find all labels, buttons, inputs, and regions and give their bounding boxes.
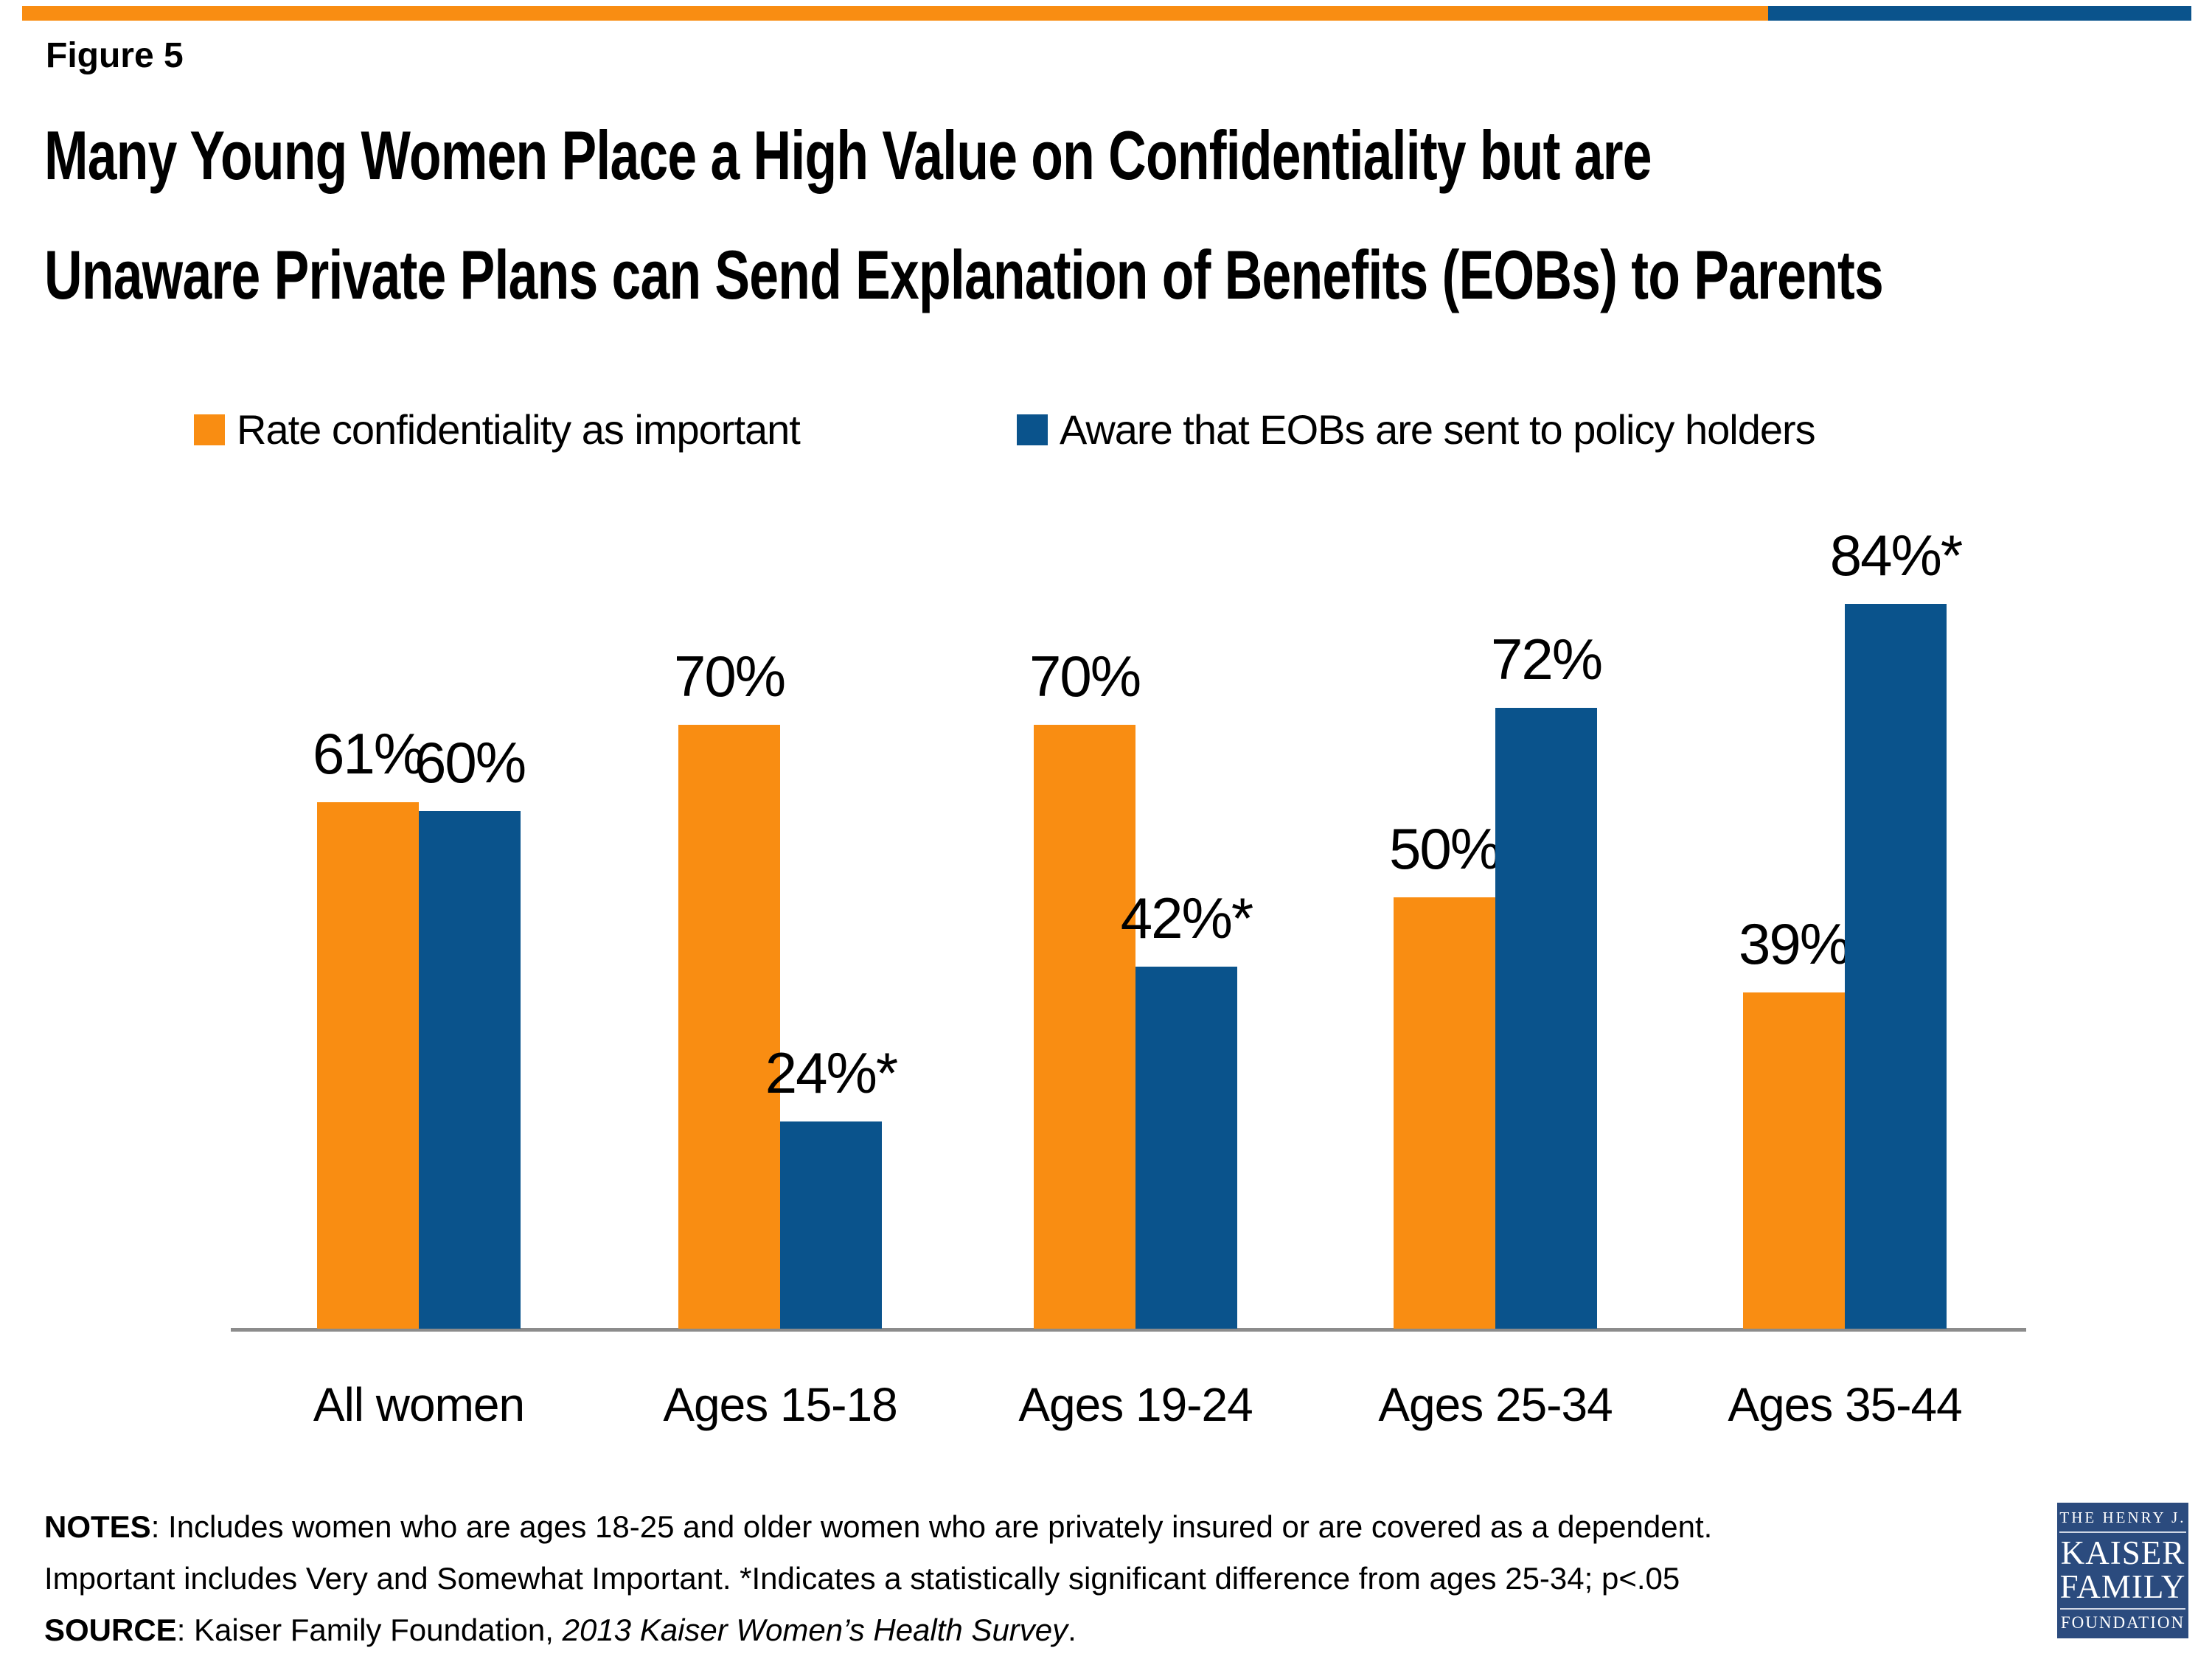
bar-value-label: 50% bbox=[1388, 816, 1501, 881]
x-axis-label-1: All women bbox=[313, 1378, 525, 1431]
top-rule-navy bbox=[1768, 6, 2191, 21]
bar-confidentiality-3: 70% bbox=[1029, 644, 1141, 1329]
bar-value-label: 84%* bbox=[1829, 523, 1963, 588]
bar-group-ages-25-34: 50% 72% Ages 25-34 bbox=[1378, 516, 1613, 1431]
legend-item-eob-awareness: Aware that EOBs are sent to policy holde… bbox=[1017, 406, 1816, 453]
bar-eob-aware-5: 84%* bbox=[1830, 523, 1963, 1329]
bar-value-label: 24%* bbox=[765, 1040, 898, 1105]
source-period: . bbox=[1068, 1613, 1077, 1647]
x-axis-label-4: Ages 25-34 bbox=[1378, 1378, 1613, 1431]
x-axis-line bbox=[231, 1328, 2026, 1332]
bar-value-label: 60% bbox=[414, 730, 526, 795]
legend-swatch-orange-icon bbox=[194, 414, 225, 445]
bar-confidentiality-2: 70% bbox=[674, 644, 786, 1329]
kff-logo-top-text: THE HENRY J. bbox=[2059, 1509, 2186, 1533]
chart-title-line2: Unaware Private Plans can Send Explanati… bbox=[44, 236, 1884, 313]
x-axis-label-5: Ages 35-44 bbox=[1728, 1378, 1962, 1431]
bar-eob-aware-4: 72% bbox=[1491, 627, 1603, 1329]
bar-value-label: 39% bbox=[1738, 911, 1851, 976]
chart-title: Many Young Women Place a High Value on C… bbox=[44, 96, 2212, 335]
bar-eob-aware-1: 60% bbox=[414, 730, 526, 1329]
bar-chart-plot: 61% 60% All women 70% 24%* Ages 15-18 70% 42%* A… bbox=[231, 516, 2026, 1431]
x-axis-label-3: Ages 19-24 bbox=[1018, 1378, 1253, 1431]
notes-block: NOTES: Includes women who are ages 18-25… bbox=[44, 1501, 1961, 1656]
bar-group-ages-35-44: 39% 84%* Ages 35-44 bbox=[1728, 516, 1963, 1431]
source-label: SOURCE bbox=[44, 1613, 177, 1647]
legend-item-confidentiality: Rate confidentiality as important bbox=[194, 406, 801, 453]
legend-label-eob-awareness: Aware that EOBs are sent to policy holde… bbox=[1060, 406, 1816, 453]
bar-confidentiality-5: 39% bbox=[1739, 911, 1851, 1329]
bar-value-label: 70% bbox=[1029, 644, 1141, 709]
bar-eob-aware-3: 42%* bbox=[1121, 886, 1253, 1329]
x-axis-label-2: Ages 15-18 bbox=[663, 1378, 897, 1431]
kff-logo-kaiser-text: KAISER bbox=[2060, 1534, 2185, 1571]
bar-eob-aware-2: 24%* bbox=[765, 1040, 898, 1329]
notes-label: NOTES bbox=[44, 1509, 151, 1544]
legend-swatch-navy-icon bbox=[1017, 414, 1048, 445]
bar-value-label: 70% bbox=[673, 644, 786, 709]
bar-confidentiality-1: 61% bbox=[313, 721, 425, 1329]
source-survey-name: 2013 Kaiser Women’s Health Survey bbox=[562, 1613, 1068, 1647]
top-rule-orange bbox=[22, 6, 1768, 21]
kff-logo-foundation-text: FOUNDATION bbox=[2060, 1613, 2185, 1632]
bar-group-all-women: 61% 60% All women bbox=[313, 516, 526, 1431]
source-line: SOURCE: Kaiser Family Foundation, 2013 K… bbox=[44, 1604, 1961, 1656]
bar-group-ages-15-18: 70% 24%* Ages 15-18 bbox=[663, 516, 898, 1431]
bar-value-label: 72% bbox=[1490, 627, 1603, 692]
chart-title-line1: Many Young Women Place a High Value on C… bbox=[44, 116, 1652, 194]
kff-logo-family-text: FAMILY bbox=[2059, 1570, 2186, 1610]
bar-confidentiality-4: 50% bbox=[1389, 816, 1501, 1329]
bar-value-label: 61% bbox=[312, 721, 425, 786]
source-text: : Kaiser Family Foundation, bbox=[176, 1613, 563, 1647]
bar-value-label: 42%* bbox=[1120, 886, 1253, 950]
notes-line1: NOTES: Includes women who are ages 18-25… bbox=[44, 1501, 1961, 1553]
legend-label-confidentiality: Rate confidentiality as important bbox=[237, 406, 801, 453]
kff-logo: THE HENRY J. KAISER FAMILY FOUNDATION bbox=[2057, 1503, 2188, 1638]
notes-line2: Important includes Very and Somewhat Imp… bbox=[44, 1561, 1680, 1596]
notes-line1-text: : Includes women who are ages 18-25 and … bbox=[150, 1509, 1713, 1544]
bar-group-ages-19-24: 70% 42%* Ages 19-24 bbox=[1018, 516, 1253, 1431]
figure-label: Figure 5 bbox=[46, 36, 184, 75]
